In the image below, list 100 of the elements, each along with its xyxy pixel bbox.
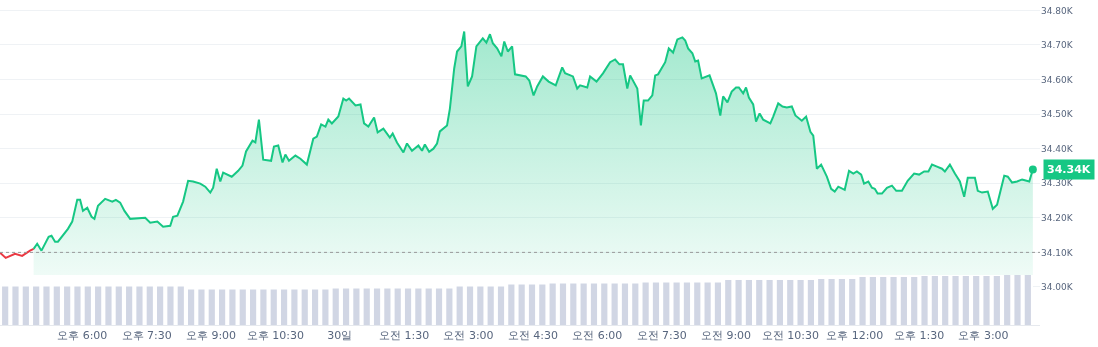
bar <box>632 283 639 325</box>
bar <box>177 286 184 325</box>
x-tick-label: 30일 <box>327 329 353 343</box>
bar <box>828 279 835 325</box>
bar <box>477 286 484 325</box>
bar <box>95 286 102 325</box>
y-tick-label: 34.40K <box>1041 143 1074 154</box>
bar <box>74 286 81 325</box>
x-tick-label: 오후 1:30 <box>894 329 945 343</box>
bar <box>1024 275 1031 325</box>
y-tick-label: 34.20K <box>1041 212 1074 223</box>
bar <box>683 282 691 325</box>
bar <box>239 289 246 325</box>
bar <box>539 284 546 325</box>
bar <box>126 286 133 325</box>
x-tick-label: 오후 7:30 <box>121 329 172 343</box>
bar <box>508 284 515 325</box>
bar <box>890 277 897 325</box>
bar <box>322 289 329 325</box>
bar <box>993 276 1000 325</box>
bar <box>157 286 164 325</box>
bar <box>1014 275 1021 325</box>
bar <box>188 289 195 325</box>
bar <box>219 289 226 325</box>
bar <box>270 289 277 325</box>
y-tick-label: 34.70K <box>1041 40 1074 51</box>
bar <box>663 282 670 325</box>
bar <box>580 283 587 325</box>
bar <box>601 283 608 325</box>
x-tick-label: 오전 3:00 <box>443 329 494 343</box>
bar <box>301 289 308 325</box>
y-tick-label: 34.50K <box>1041 109 1074 120</box>
x-tick-label: 오전 6:00 <box>572 329 623 343</box>
bar <box>64 286 71 325</box>
bar <box>384 288 391 325</box>
bar <box>766 280 773 325</box>
bar <box>621 283 629 325</box>
bar <box>487 286 494 325</box>
bar <box>549 283 556 325</box>
bar <box>33 286 40 325</box>
bar <box>53 286 60 325</box>
bar <box>363 288 370 325</box>
bar <box>694 282 701 325</box>
bar <box>942 276 949 325</box>
bar <box>446 288 453 325</box>
x-tick-label: 오전 4:30 <box>507 329 558 343</box>
bar <box>280 289 288 325</box>
bar <box>931 276 938 325</box>
bar <box>528 284 536 325</box>
x-tick-label: 오전 7:30 <box>636 329 687 343</box>
bar <box>146 286 153 325</box>
x-tick-label: 오후 10:30 <box>246 329 304 343</box>
bar <box>725 280 732 325</box>
x-tick-label: 오전 1:30 <box>379 329 430 343</box>
bar <box>497 286 505 325</box>
bar <box>394 288 401 325</box>
y-tick-label: 34.30K <box>1041 178 1074 189</box>
text: 34.34K <box>1047 163 1091 176</box>
bar <box>756 280 763 325</box>
bar <box>611 283 618 325</box>
bar <box>291 289 298 325</box>
x-tick-label: 오후 3:00 <box>958 329 1009 343</box>
y-tick-label: 34.00K <box>1041 282 1074 293</box>
bar <box>900 277 907 325</box>
bar <box>260 289 267 325</box>
bar <box>332 288 339 325</box>
bar <box>704 282 711 325</box>
bar <box>735 280 742 325</box>
bar <box>404 288 412 325</box>
bar <box>776 280 784 325</box>
bar <box>2 286 9 325</box>
bar <box>962 276 969 325</box>
bar <box>43 286 50 325</box>
x-tick-label: 오후 9:00 <box>185 329 237 343</box>
bar <box>869 277 876 325</box>
bar <box>249 289 257 325</box>
bar <box>714 282 722 325</box>
bar <box>973 276 980 325</box>
bar <box>373 288 381 325</box>
bar <box>136 286 143 325</box>
bar <box>838 279 845 325</box>
bar <box>859 277 866 325</box>
bar <box>952 276 959 325</box>
bar <box>456 286 463 325</box>
bar <box>559 283 567 325</box>
x-tick-label: 오후 6:00 <box>57 329 108 343</box>
bar <box>797 280 804 325</box>
bar <box>518 284 525 325</box>
bar <box>673 282 680 325</box>
bar <box>208 289 215 325</box>
y-tick-label: 34.60K <box>1041 74 1074 85</box>
bar <box>311 289 319 325</box>
bar <box>921 276 928 325</box>
bar <box>818 279 825 325</box>
bar <box>590 283 598 325</box>
bar <box>84 286 91 325</box>
bar <box>229 289 236 325</box>
bar <box>425 288 432 325</box>
bar <box>435 288 443 325</box>
bar <box>652 282 660 325</box>
